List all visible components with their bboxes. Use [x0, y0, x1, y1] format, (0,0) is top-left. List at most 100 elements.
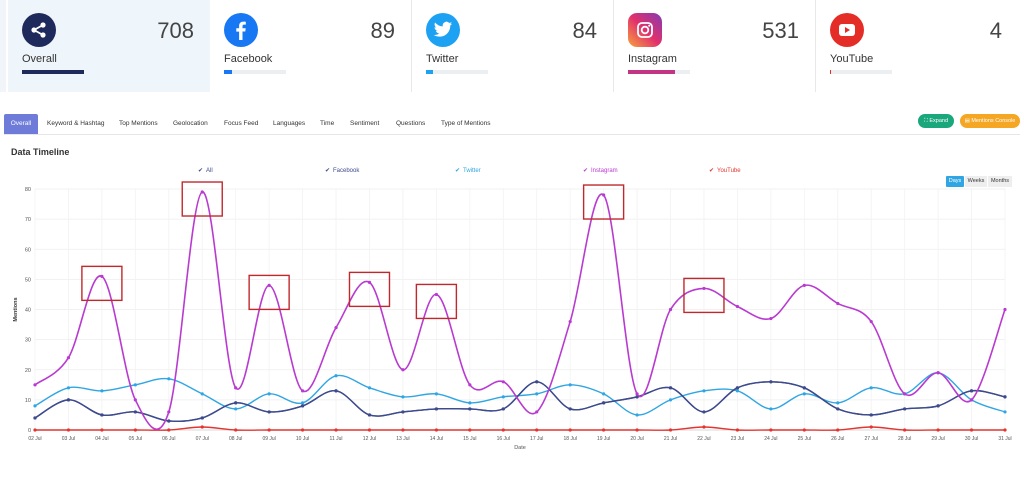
highlight-box [181, 181, 223, 217]
data-timeline-chart: 0 10 20 30 40 50 60 70 80 02 Jul 03 Jul 04 Jul 05 Ju… [13, 168, 1012, 451]
data-point-all [167, 419, 171, 423]
range-months-button[interactable]: Months [988, 176, 1012, 187]
legend-check-icon: ✔ [325, 168, 330, 174]
card-label: Instagram [628, 53, 677, 65]
data-point-all [802, 386, 806, 390]
data-point-youtube [668, 428, 673, 432]
tab-time[interactable]: Time [320, 120, 335, 127]
data-point-youtube [401, 428, 405, 432]
x-tick-label: 30 Jul [965, 436, 978, 442]
data-point-youtube [334, 428, 338, 432]
data-point-instagram [568, 319, 572, 324]
twitter-icon [426, 13, 460, 47]
data-point-instagram [300, 389, 305, 393]
legend-item-all: All [206, 168, 213, 174]
x-tick-label: 02 Jul [28, 436, 41, 442]
tab-questions[interactable]: Questions [396, 120, 426, 127]
tab-keyword-hashtag[interactable]: Keyword & Hashtag [47, 120, 105, 127]
data-point-instagram [66, 356, 71, 360]
data-point-twitter [334, 374, 338, 378]
x-tick-label: 20 Jul [630, 436, 643, 442]
x-tick-label: 18 Jul [564, 436, 577, 442]
progress-fill [22, 70, 84, 74]
data-point-twitter [869, 386, 873, 390]
data-point-instagram [1003, 307, 1007, 312]
data-point-instagram [635, 392, 639, 396]
x-tick-label: 14 Jul [430, 436, 443, 442]
data-point-all [869, 413, 873, 417]
data-point-all [668, 386, 673, 390]
y-tick-label: 10 [25, 398, 31, 404]
data-point-all [769, 380, 773, 384]
data-point-all [468, 407, 472, 411]
x-tick-label: 16 Jul [497, 436, 510, 442]
x-tick-label: 29 Jul [931, 436, 944, 442]
data-point-instagram [535, 410, 539, 414]
series-line-all [34, 381, 1006, 423]
data-point-youtube [702, 425, 706, 429]
data-point-twitter [1003, 410, 1007, 414]
data-point-all [501, 407, 505, 411]
tab-sentiment[interactable]: Sentiment [350, 120, 380, 127]
data-point-twitter [836, 401, 840, 405]
data-point-youtube [234, 428, 238, 432]
x-tick-label: 17 Jul [530, 436, 543, 442]
y-tick-label: 80 [25, 187, 31, 193]
instagram-icon [628, 13, 662, 47]
channel-summary-cards: 708 Overall 89 Facebook 84 Twitter 531 I… [8, 0, 1024, 92]
data-point-all [434, 407, 438, 411]
legend-check-icon: ✔ [198, 168, 203, 174]
data-point-instagram [33, 383, 37, 387]
card-youtube[interactable]: 4 YouTube [816, 0, 1018, 92]
data-point-youtube [969, 428, 974, 432]
data-point-youtube [802, 428, 806, 432]
range-days-button[interactable]: Days [946, 176, 964, 187]
card-overall[interactable]: 708 Overall [8, 0, 210, 92]
progress-bar [22, 70, 84, 74]
y-tick-label: 40 [25, 308, 31, 314]
y-tick-label: 70 [25, 217, 31, 223]
legend-item-instagram: Instagram [591, 168, 618, 174]
x-tick-label: 15 Jul [463, 436, 476, 442]
tab-overall[interactable]: Overall [4, 114, 38, 134]
tab-top-mentions[interactable]: Top Mentions [119, 120, 158, 127]
data-point-twitter [468, 401, 472, 405]
data-point-all [1003, 395, 1007, 399]
data-point-all [903, 407, 907, 411]
data-point-all [267, 410, 271, 414]
data-point-instagram [735, 304, 740, 309]
expand-button[interactable]: ⛶ Expand [918, 114, 954, 128]
report-tabs: Overall Keyword & Hashtag Top Mentions G… [4, 114, 1020, 135]
tab-focus-feed[interactable]: Focus Feed [224, 120, 259, 127]
mentions-console-button[interactable]: ▤ Mentions Console [960, 114, 1020, 128]
data-point-all [66, 398, 71, 402]
card-instagram[interactable]: 531 Instagram [614, 0, 816, 92]
tab-type-of-mentions[interactable]: Type of Mentions [441, 120, 491, 127]
data-point-all [234, 401, 238, 405]
data-point-youtube [300, 428, 305, 432]
tab-languages[interactable]: Languages [273, 120, 306, 127]
data-point-youtube [100, 428, 104, 432]
data-point-youtube [769, 428, 773, 432]
progress-fill [224, 70, 233, 74]
youtube-icon [830, 13, 864, 47]
card-facebook[interactable]: 89 Facebook [210, 0, 412, 92]
data-point-all [367, 413, 372, 417]
data-point-twitter [535, 392, 539, 396]
data-point-twitter [100, 389, 104, 393]
tab-geolocation[interactable]: Geolocation [173, 120, 208, 127]
data-point-youtube [33, 428, 37, 432]
data-point-youtube [568, 428, 572, 432]
card-count: 708 [157, 18, 194, 43]
x-tick-label: 31 Jul [998, 436, 1011, 442]
x-tick-label: 27 Jul [865, 436, 878, 442]
y-tick-label: 0 [28, 428, 31, 434]
x-tick-label: 19 Jul [597, 436, 610, 442]
x-tick-label: 12 Jul [363, 436, 376, 442]
data-point-twitter [401, 395, 405, 399]
card-twitter[interactable]: 84 Twitter [412, 0, 614, 92]
data-point-youtube [635, 428, 639, 432]
facebook-icon [224, 13, 258, 47]
range-weeks-button[interactable]: Weeks [965, 176, 987, 187]
data-point-all [735, 386, 740, 390]
